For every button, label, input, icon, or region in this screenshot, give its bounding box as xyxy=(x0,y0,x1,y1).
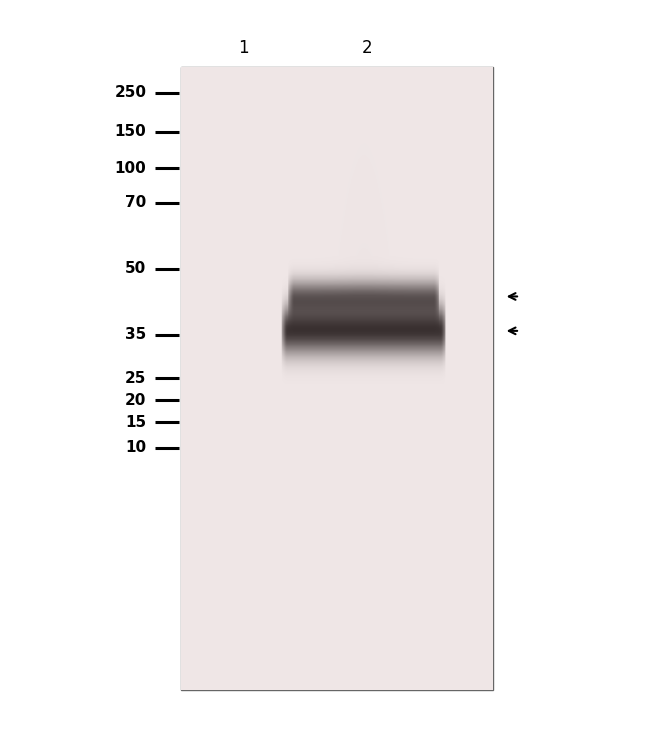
Text: 70: 70 xyxy=(125,195,146,210)
Text: 2: 2 xyxy=(362,39,372,56)
Text: 150: 150 xyxy=(114,124,146,139)
Text: 25: 25 xyxy=(125,371,146,386)
Text: 100: 100 xyxy=(114,161,146,176)
Bar xyxy=(181,67,493,690)
Text: 1: 1 xyxy=(239,39,249,56)
Text: 20: 20 xyxy=(125,393,146,408)
Text: 250: 250 xyxy=(114,86,146,100)
Text: 35: 35 xyxy=(125,327,146,342)
Text: 15: 15 xyxy=(125,415,146,430)
Text: 10: 10 xyxy=(125,441,146,455)
Text: 50: 50 xyxy=(125,261,146,276)
